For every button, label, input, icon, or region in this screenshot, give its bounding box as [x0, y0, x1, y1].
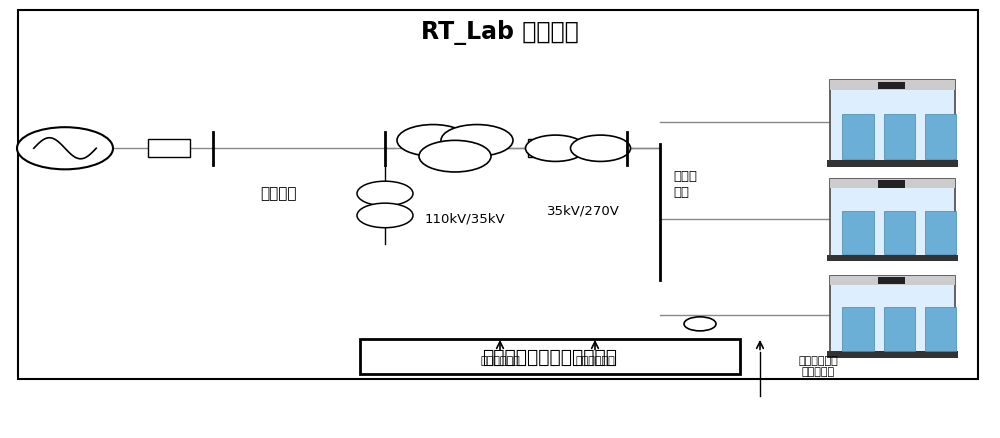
Bar	[18, 11, 978, 379]
Circle shape	[397, 125, 469, 157]
Text: 110kV/35kV: 110kV/35kV	[425, 212, 505, 226]
Bar	[884, 114, 915, 160]
Bar	[925, 114, 956, 160]
Text: RT_Lab 数字模型: RT_Lab 数字模型	[421, 21, 579, 45]
Bar	[925, 307, 956, 351]
Bar	[925, 211, 956, 254]
Circle shape	[17, 128, 113, 170]
Bar	[830, 180, 955, 189]
Text: 机端电流信号: 机端电流信号	[575, 355, 615, 365]
Text: 光伏汇
集线: 光伏汇 集线	[673, 170, 697, 198]
Text: 传输线路: 传输线路	[261, 185, 297, 200]
Bar	[878, 82, 905, 90]
Bar	[148, 140, 190, 158]
Bar	[842, 114, 874, 160]
Bar	[878, 181, 905, 188]
Bar	[842, 307, 874, 351]
Circle shape	[684, 317, 716, 331]
Bar	[827, 161, 958, 168]
Bar	[884, 307, 915, 351]
Circle shape	[526, 136, 586, 162]
Bar	[830, 276, 955, 286]
Text: 光伏虚拟同步
机控制信号: 光伏虚拟同步 机控制信号	[798, 355, 838, 376]
Bar	[830, 180, 955, 258]
Circle shape	[357, 182, 413, 206]
Circle shape	[357, 204, 413, 228]
Bar	[830, 81, 955, 164]
Bar	[827, 352, 958, 358]
Circle shape	[570, 136, 630, 162]
Bar	[884, 211, 915, 254]
Bar	[827, 255, 958, 261]
Bar	[878, 277, 905, 284]
Bar	[830, 276, 955, 355]
Bar	[842, 211, 874, 254]
Bar	[360, 339, 740, 374]
Bar	[830, 81, 955, 91]
Text: 35kV/270V: 35kV/270V	[547, 204, 619, 217]
Circle shape	[419, 141, 491, 173]
Text: 机端电压信号: 机端电压信号	[480, 355, 520, 365]
Text: 光伏虚拟同步机控制器实物: 光伏虚拟同步机控制器实物	[482, 347, 618, 367]
Bar	[528, 140, 558, 158]
Circle shape	[441, 125, 513, 157]
